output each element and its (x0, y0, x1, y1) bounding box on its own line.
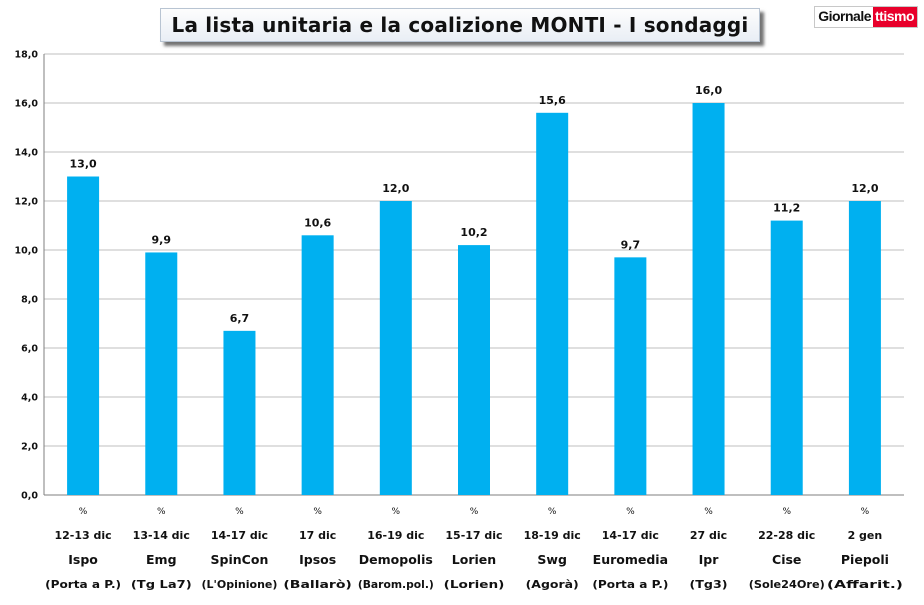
x-tick-unit: % (313, 507, 322, 517)
bar (536, 112, 569, 496)
x-tick-source: (Porta a P.) (45, 578, 121, 591)
bar (379, 201, 412, 495)
brand-logo-part1: Giornale (815, 7, 873, 27)
y-tick-label: 8,0 (21, 295, 38, 306)
x-tick-unit: % (470, 507, 479, 517)
x-tick-source: (Sole24Ore) (749, 578, 825, 591)
x-tick-unit: % (704, 507, 713, 517)
y-tick-label: 14,0 (15, 148, 39, 159)
x-tick-source: (Tg La7) (131, 578, 192, 591)
data-label: 16,0 (695, 84, 722, 97)
x-tick-institute: SpinCon (211, 552, 269, 567)
x-tick-institute: Ipsos (299, 552, 336, 567)
value-labels: 13,0 9,9 6,7 10,6 12,0 10,2 15,6 9,7 16,0 11,2 12,… (70, 84, 879, 325)
x-tick-source: (Lorien) (444, 578, 505, 591)
data-label: 15,6 (539, 94, 566, 107)
x-tick-unit: % (79, 507, 88, 517)
x-tick-source: (Ballarò) (283, 578, 351, 591)
chart-title: La lista unitaria e la coalizione MONTI … (171, 13, 749, 37)
x-tick-institute: Swg (537, 552, 567, 567)
x-tick-date: 22-28 dic (758, 529, 815, 542)
y-tick-label: 6,0 (21, 344, 38, 355)
y-tick-label: 12,0 (15, 197, 39, 208)
x-tick-date: 16-19 dic (367, 529, 424, 542)
x-tick-date: 18-19 dic (524, 529, 581, 542)
x-tick-source: (Affarit.) (827, 578, 903, 591)
x-tick-institute: Cise (772, 552, 801, 567)
bar (223, 330, 256, 495)
x-tick-institute: Emg (146, 552, 177, 567)
x-tick-institute: Euromedia (593, 552, 668, 567)
x-tick-institute: Ispo (68, 552, 98, 567)
x-tick-unit: % (782, 507, 791, 517)
x-tick-institute: Ipr (699, 552, 720, 567)
x-tick-source: (Porta a P.) (592, 578, 668, 591)
data-label: 6,7 (230, 312, 250, 325)
x-tick-date: 17 dic (299, 529, 336, 542)
x-tick-date: 15-17 dic (445, 529, 502, 542)
x-tick-institute: Demopolis (359, 552, 433, 567)
bar (770, 220, 803, 495)
brand-logo: Giornale ttismo (814, 6, 918, 28)
bar (692, 103, 725, 495)
bars (67, 103, 881, 496)
data-label: 10,2 (460, 226, 487, 239)
x-tick-unit: % (626, 507, 635, 517)
data-label: 13,0 (70, 158, 97, 171)
data-label: 12,0 (382, 182, 409, 195)
x-tick-source: (L'Opinione) (201, 578, 277, 591)
data-label: 9,9 (152, 233, 172, 246)
x-tick-source: (Agorà) (526, 578, 579, 591)
x-labels: % 12-13 dic Ispo (Porta a P.)% 13-14 dic Emg (… (45, 507, 903, 591)
x-tick-unit: % (157, 507, 166, 517)
data-label: 9,7 (621, 238, 641, 251)
x-tick-date: 12-13 dic (54, 529, 111, 542)
bar (848, 201, 881, 495)
x-tick-source: (Tg3) (690, 578, 728, 591)
y-tick-label: 2,0 (21, 442, 38, 453)
x-tick-unit: % (861, 507, 870, 517)
data-label: 10,6 (304, 216, 331, 229)
x-tick-unit: % (548, 507, 557, 517)
bar (67, 176, 100, 495)
x-tick-institute: Lorien (452, 552, 496, 567)
x-tick-source: (Barom.pol.) (358, 578, 434, 591)
brand-logo-part2: ttismo (873, 7, 917, 27)
x-tick-date: 14-17 dic (211, 529, 268, 542)
bar (301, 235, 334, 496)
y-tick-label: 16,0 (15, 99, 39, 110)
x-tick-date: 14-17 dic (602, 529, 659, 542)
y-tick-label: 18,0 (15, 50, 39, 61)
x-tick-unit: % (392, 507, 401, 517)
y-tick-label: 4,0 (21, 393, 38, 404)
y-tick-label: 10,0 (15, 246, 39, 257)
x-tick-institute: Piepoli (841, 552, 889, 567)
y-tick-label: 0,0 (21, 491, 38, 502)
x-tick-date: 27 dic (690, 529, 727, 542)
x-tick-date: 13-14 dic (133, 529, 190, 542)
x-tick-unit: % (235, 507, 244, 517)
bar (145, 252, 178, 495)
data-label: 11,2 (773, 202, 800, 215)
bar (458, 245, 490, 495)
bar (614, 257, 647, 495)
chart-title-box: La lista unitaria e la coalizione MONTI … (160, 8, 760, 42)
x-tick-date: 2 gen (848, 529, 883, 542)
data-label: 12,0 (851, 182, 878, 195)
